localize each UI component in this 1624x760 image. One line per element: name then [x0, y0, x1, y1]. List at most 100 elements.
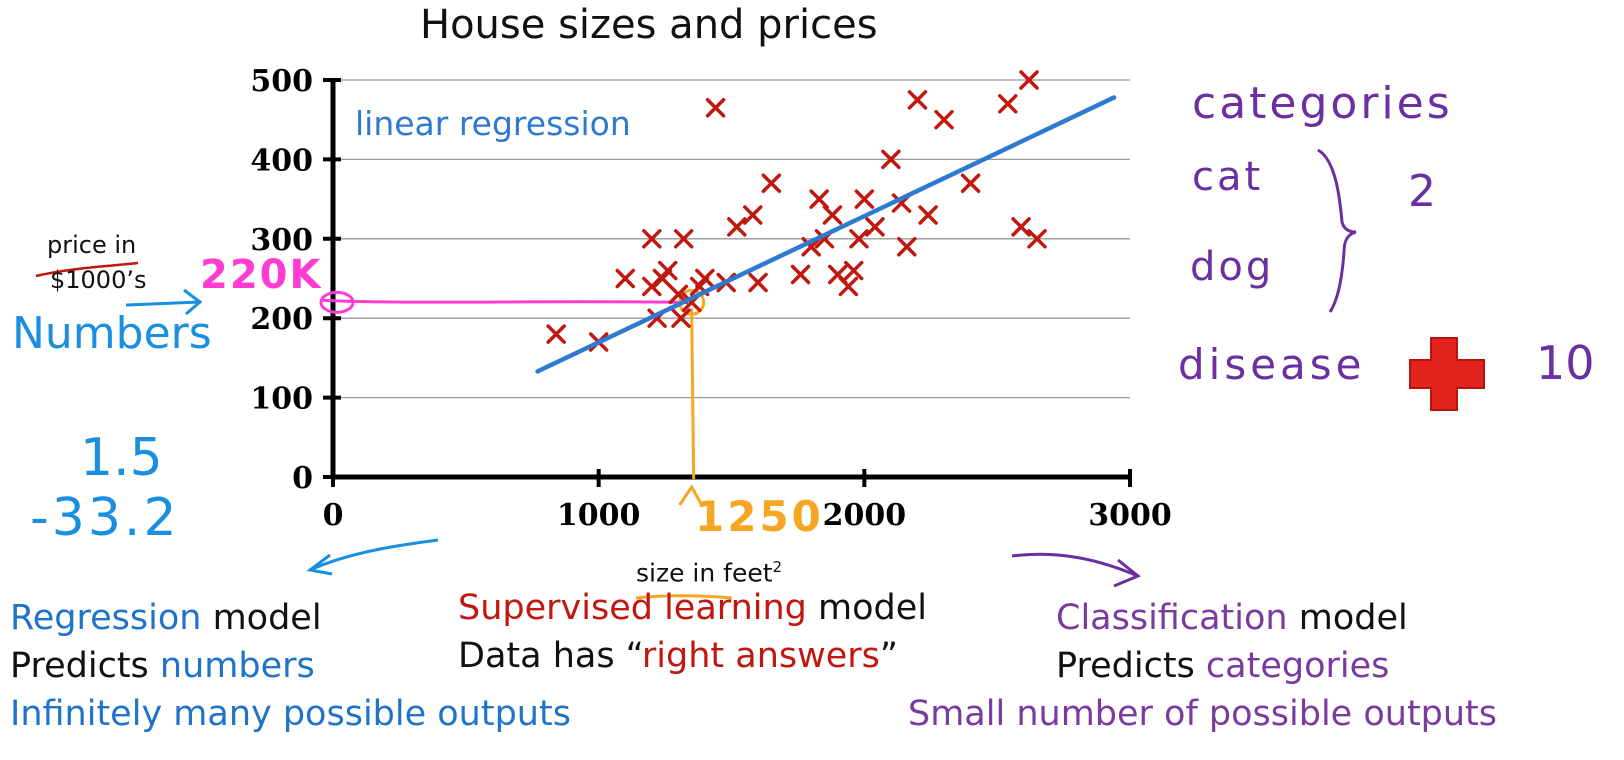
y-guide-circle: [319, 290, 355, 314]
disease-count-annotation: 10: [1536, 336, 1595, 390]
x-tick-label: 0: [323, 498, 344, 533]
tick-labels: 0 100 200 300 400 500 0 1000 2000 3000: [250, 64, 1171, 533]
data-point: [615, 268, 635, 289]
data-point-stroke: [918, 205, 938, 225]
data-point-stroke: [998, 94, 1018, 114]
disease-annotation: disease: [1178, 340, 1366, 389]
data-point-stroke: [828, 264, 848, 285]
y-tick-label: 200: [250, 302, 313, 337]
x-label-underline: [635, 594, 733, 600]
data-point: [705, 98, 726, 118]
data-point-stroke: [668, 284, 689, 305]
y-tick-label: 100: [250, 382, 313, 417]
data-point: [1027, 229, 1047, 249]
data-point-stroke: [705, 98, 726, 118]
x-guide-line: [690, 308, 696, 480]
regression-arrowhead-icon: [306, 553, 333, 576]
data-points: [546, 70, 1047, 352]
classification-arrowhead-icon: [1113, 558, 1141, 588]
y-label-arrowhead-icon: [183, 288, 203, 316]
data-point: [652, 268, 673, 289]
regression-line: [535, 95, 1117, 374]
x-axis-label: size in feet2: [636, 558, 782, 587]
data-point: [838, 276, 859, 297]
data-point: [671, 308, 691, 328]
y-guide-line: [322, 298, 682, 304]
data-point-stroke: [689, 276, 710, 297]
data-point: [865, 217, 885, 237]
x-tick-label: 3000: [1088, 498, 1172, 533]
data-point-stroke: [934, 109, 954, 130]
supervised-model-word: model: [806, 588, 927, 628]
data-point-stroke: [801, 236, 821, 257]
x-tick-label: 2000: [823, 498, 907, 533]
data-point: [843, 260, 864, 281]
x-tick-label: 1000: [557, 498, 641, 533]
data-point: [822, 205, 843, 225]
data-point: [801, 236, 821, 257]
data-point-stroke: [642, 229, 662, 249]
data-point: [960, 173, 981, 193]
supervised-term: Supervised learning: [458, 588, 807, 628]
chart-title: House sizes and prices: [420, 2, 878, 48]
data-point-stroke: [695, 268, 715, 289]
data-has-text: Data has “: [458, 636, 642, 676]
data-point-stroke: [727, 217, 747, 237]
data-point: [743, 205, 763, 225]
data-point: [727, 217, 747, 237]
x-guide-arrowhead-icon: [678, 484, 703, 506]
data-point-stroke: [897, 236, 917, 257]
data-point-stroke: [865, 217, 885, 237]
data-point: [881, 149, 901, 170]
classification-line2: Predicts categories: [1056, 642, 1408, 690]
data-point: [761, 173, 782, 193]
red-cross-icon: [1409, 337, 1485, 411]
classification-line3: Small number of possible outputs: [908, 694, 1498, 734]
data-point-stroke: [822, 205, 843, 225]
regression-label: linear regression: [355, 104, 631, 143]
data-point: [1011, 217, 1031, 237]
data-point-stroke: [790, 264, 811, 285]
data-point-stroke: [761, 173, 782, 193]
data-point-stroke: [843, 260, 864, 281]
data-point: [673, 229, 694, 249]
data-point: [790, 264, 811, 285]
regression-line3: Infinitely many possible outputs: [10, 694, 571, 734]
data-point: [546, 324, 566, 344]
data-point: [849, 229, 869, 249]
y-value-annotation: 220K: [200, 252, 323, 298]
price-underline: [35, 261, 139, 278]
data-point: [657, 260, 678, 281]
data-point: [695, 268, 715, 289]
data-point: [809, 189, 829, 209]
supervised-block: Supervised learning model Data has “righ…: [458, 584, 927, 680]
data-point-stroke: [673, 229, 694, 249]
data-point-stroke: [1019, 70, 1039, 90]
y-tick-label: 0: [292, 461, 313, 496]
regression-block: Regression model Predicts numbers Infini…: [10, 594, 571, 738]
predicts-word: Predicts: [10, 646, 160, 686]
regression-arrow-icon: [309, 538, 439, 572]
supervised-line2: Data has “right answers”: [458, 632, 927, 680]
data-point: [897, 236, 917, 257]
x-value-annotation: 1250: [695, 492, 824, 541]
classification-block: Classification model Predicts categories: [1056, 594, 1408, 690]
data-point-stroke: [838, 276, 859, 297]
data-point-stroke: [960, 173, 981, 193]
regression-model-word: model: [201, 598, 322, 638]
supervised-line1: Supervised learning model: [458, 584, 927, 632]
classification-arrow-icon: [1011, 552, 1139, 578]
right-answers-term: right answers: [641, 636, 880, 676]
y-axis-label-line2: $1000’s: [50, 266, 147, 294]
number-example-2: -33.2: [30, 488, 180, 548]
regression-line2: Predicts numbers: [10, 642, 571, 690]
dog-annotation: dog: [1190, 244, 1275, 290]
data-point: [918, 205, 938, 225]
cat-annotation: cat: [1192, 154, 1264, 200]
numbers-annotation: Numbers: [12, 308, 212, 359]
categories-annotation: categories: [1192, 78, 1453, 129]
data-point-stroke: [642, 276, 662, 297]
data-point-stroke: [881, 149, 901, 170]
numbers-term: numbers: [159, 646, 315, 686]
